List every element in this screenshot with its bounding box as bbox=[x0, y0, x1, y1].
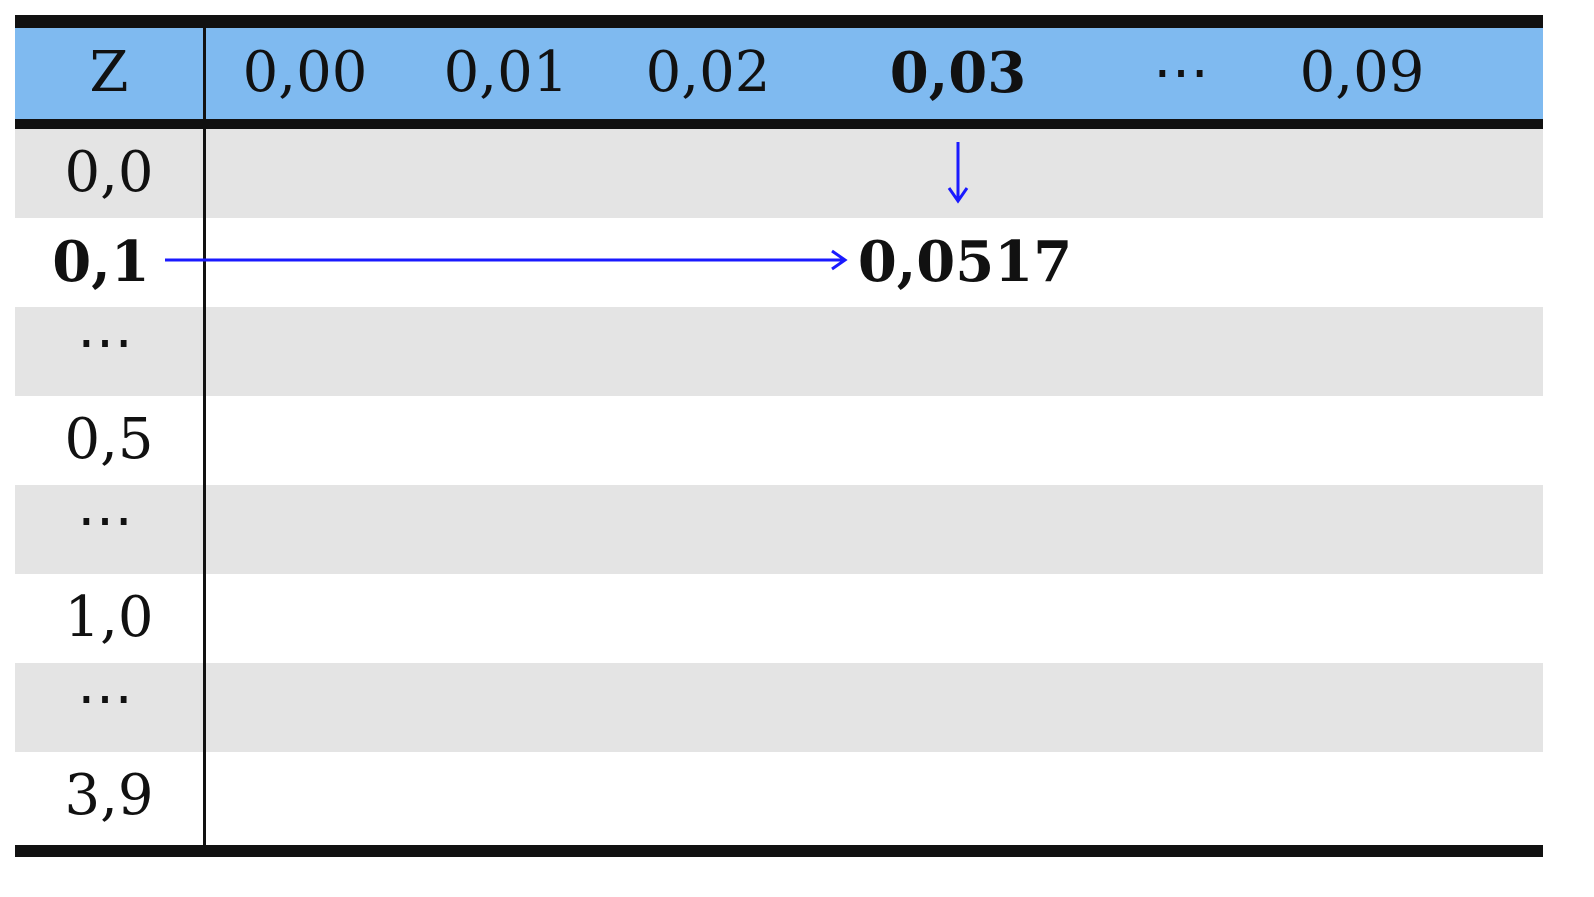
table-row bbox=[15, 307, 1543, 396]
column-header: 0,01 bbox=[443, 40, 569, 105]
top-rule bbox=[15, 15, 1543, 28]
row-header: 0,5 bbox=[64, 407, 154, 472]
column-header-ellipsis: ⋯ bbox=[1153, 40, 1209, 105]
row-header-ellipsis: ⋯ bbox=[77, 310, 133, 375]
highlighted-cell-value: 0,0517 bbox=[857, 229, 1073, 295]
column-header-highlighted: 0,03 bbox=[889, 40, 1027, 106]
column-header: 0,09 bbox=[1299, 40, 1425, 105]
row-header-highlighted: 0,1 bbox=[52, 229, 150, 295]
table-row bbox=[15, 485, 1543, 574]
row-header-ellipsis: ⋯ bbox=[77, 666, 133, 731]
column-header: 0,02 bbox=[645, 40, 771, 105]
row-header: 0,0 bbox=[64, 140, 154, 205]
table-row bbox=[15, 752, 1543, 841]
table-row bbox=[15, 396, 1543, 485]
z-table: Z 0,00 0,01 0,02 0,03 ⋯ 0,09 0,0 0,1 ⋯ 0… bbox=[15, 15, 1543, 857]
row-header-ellipsis: ⋯ bbox=[77, 488, 133, 553]
corner-header: Z bbox=[89, 40, 129, 105]
table-row bbox=[15, 218, 1543, 307]
column-divider bbox=[203, 28, 206, 845]
column-header: 0,00 bbox=[242, 40, 368, 105]
bottom-rule bbox=[15, 845, 1543, 857]
row-header: 3,9 bbox=[64, 763, 154, 828]
table-header-band bbox=[15, 28, 1543, 119]
table-row bbox=[15, 129, 1543, 218]
table-row bbox=[15, 663, 1543, 752]
header-rule bbox=[15, 119, 1543, 129]
row-header: 1,0 bbox=[64, 585, 154, 650]
table-row bbox=[15, 574, 1543, 663]
